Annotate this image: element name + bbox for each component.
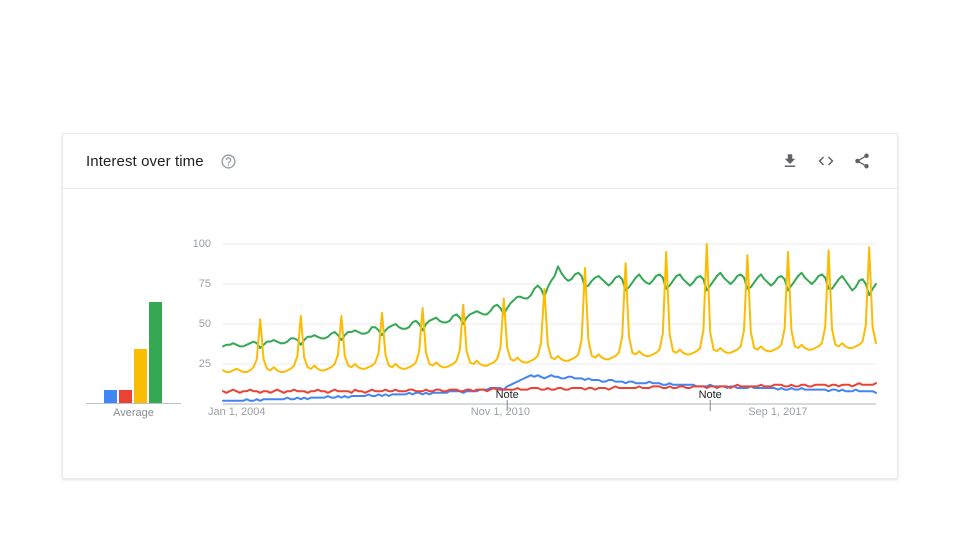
help-button[interactable] bbox=[218, 150, 240, 172]
help-icon bbox=[220, 153, 237, 170]
x-axis-label: Sep 1, 2017 bbox=[748, 406, 808, 418]
timeline-svg[interactable] bbox=[222, 239, 877, 417]
y-axis-label: 25 bbox=[198, 358, 211, 370]
share-button[interactable] bbox=[847, 146, 877, 176]
average-bar-red bbox=[119, 390, 132, 403]
y-axis-label: 50 bbox=[198, 318, 211, 330]
note-marker[interactable]: Note bbox=[698, 389, 722, 401]
x-axis-label: Jan 1, 2004 bbox=[208, 406, 266, 418]
share-icon bbox=[853, 152, 871, 170]
download-icon bbox=[781, 152, 799, 170]
note-marker[interactable]: Note bbox=[495, 389, 519, 401]
download-button[interactable] bbox=[775, 146, 805, 176]
y-axis-label: 75 bbox=[198, 278, 211, 290]
average-bar-yellow bbox=[134, 349, 147, 403]
average-bar-blue bbox=[104, 390, 117, 403]
average-label: Average bbox=[113, 407, 154, 419]
card-header: Interest over time bbox=[63, 134, 897, 189]
x-axis-label: Nov 1, 2010 bbox=[470, 406, 531, 418]
average-baseline bbox=[86, 403, 181, 404]
y-axis-label: 100 bbox=[192, 238, 211, 250]
average-bars bbox=[104, 244, 164, 403]
average-bar-green bbox=[149, 302, 162, 403]
embed-icon bbox=[817, 152, 835, 170]
card-title: Interest over time bbox=[86, 152, 204, 170]
embed-button[interactable] bbox=[811, 146, 841, 176]
card-actions bbox=[775, 146, 877, 176]
interest-over-time-card: Interest over time bbox=[62, 133, 898, 479]
